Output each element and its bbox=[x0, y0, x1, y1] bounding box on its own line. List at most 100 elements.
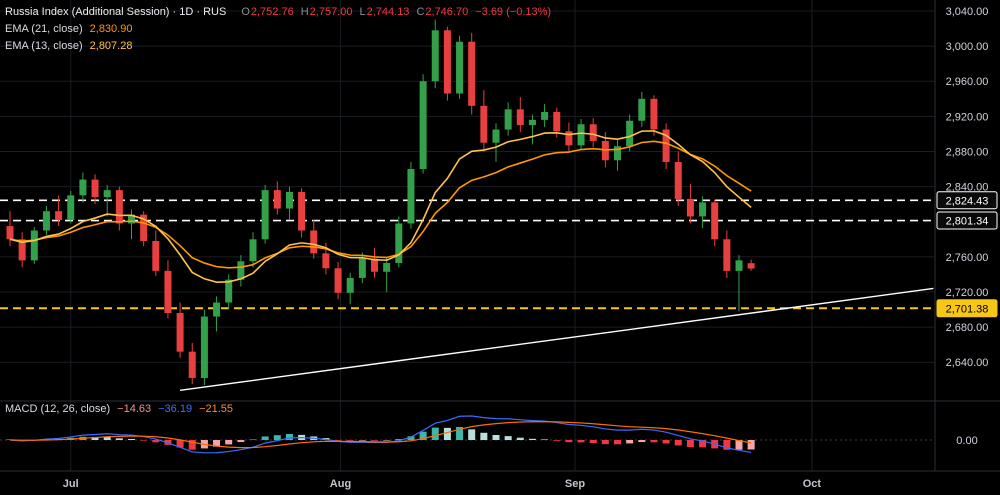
ema13-legend-row[interactable]: EMA (13, close) 2,807.28 bbox=[5, 37, 551, 54]
candle-body[interactable] bbox=[456, 41, 464, 94]
macd-histogram[interactable] bbox=[6, 426, 755, 450]
candle-body[interactable] bbox=[176, 313, 184, 352]
price-axis[interactable]: 3,040.00 3,000.00 2,960.00 2,920.00 2,880.00… bbox=[936, 6, 998, 447]
candle-body[interactable] bbox=[55, 211, 63, 220]
candles-layer[interactable] bbox=[6, 19, 755, 386]
open-value: 2,752.76 bbox=[250, 5, 294, 18]
candle-body[interactable] bbox=[431, 30, 439, 82]
candle-body[interactable] bbox=[650, 98, 658, 130]
candle-body[interactable] bbox=[492, 129, 500, 143]
candle-body[interactable] bbox=[261, 190, 269, 240]
ema21-line[interactable] bbox=[9, 140, 752, 269]
macd-histogram-bar bbox=[553, 440, 561, 441]
candle-body[interactable] bbox=[601, 140, 609, 161]
open-label: O bbox=[241, 5, 250, 18]
candle-body[interactable] bbox=[237, 261, 245, 280]
macd-histogram-bar bbox=[103, 436, 111, 440]
ema13-line[interactable] bbox=[9, 130, 752, 283]
candle-body[interactable] bbox=[723, 239, 731, 271]
symbol-legend-row[interactable]: Russia Index (Additional Session) · 1D ·… bbox=[5, 3, 551, 20]
candle-body[interactable] bbox=[30, 230, 38, 261]
candle-body[interactable] bbox=[42, 211, 50, 231]
macd-histogram-bar bbox=[6, 439, 14, 440]
candle-body[interactable] bbox=[152, 241, 160, 271]
macd-histogram-bar bbox=[686, 440, 694, 448]
candle-body[interactable] bbox=[747, 263, 755, 269]
candle-body[interactable] bbox=[358, 258, 366, 278]
candle-body[interactable] bbox=[468, 41, 476, 106]
candle-body[interactable] bbox=[103, 190, 111, 198]
trendline[interactable] bbox=[180, 287, 934, 391]
candle-body[interactable] bbox=[553, 111, 561, 132]
macd-legend-row[interactable]: MACD (12, 26, close) −14.63 −36.19 −21.5… bbox=[5, 403, 233, 415]
ema21-legend-row[interactable]: EMA (21, close) 2,830.90 bbox=[5, 20, 551, 37]
candle-body[interactable] bbox=[577, 124, 585, 146]
candle-body[interactable] bbox=[273, 190, 281, 209]
candle-body[interactable] bbox=[480, 105, 488, 143]
candle-body[interactable] bbox=[213, 302, 221, 317]
candle-body[interactable] bbox=[322, 253, 330, 269]
candle-body[interactable] bbox=[128, 214, 135, 224]
candle-body[interactable] bbox=[443, 30, 451, 94]
candle-body[interactable] bbox=[662, 129, 670, 163]
candle-body[interactable] bbox=[516, 109, 524, 126]
month-label: Sep bbox=[565, 478, 585, 490]
candle-body[interactable] bbox=[298, 191, 306, 231]
candle-body[interactable] bbox=[371, 258, 378, 272]
macd-histogram-bar bbox=[419, 431, 427, 440]
macd-histogram-bar bbox=[723, 440, 731, 450]
time-axis[interactable]: Jul Aug Sep Oct bbox=[63, 478, 822, 490]
candle-body[interactable] bbox=[674, 162, 682, 199]
candle-body[interactable] bbox=[188, 351, 196, 379]
macd-histogram-bar bbox=[334, 440, 342, 441]
macd-histogram-bar bbox=[176, 440, 184, 448]
candle-body[interactable] bbox=[6, 226, 14, 240]
candle-body[interactable] bbox=[346, 277, 354, 293]
macd-histogram-bar bbox=[346, 440, 354, 441]
candle-body[interactable] bbox=[79, 179, 87, 196]
macd-hist-value: −14.63 bbox=[117, 403, 152, 415]
candle-body[interactable] bbox=[565, 131, 573, 146]
candle-body[interactable] bbox=[140, 214, 148, 242]
candle-body[interactable] bbox=[686, 198, 694, 217]
macd-histogram-bar bbox=[577, 440, 585, 443]
candle-body[interactable] bbox=[419, 81, 427, 170]
symbol-title: Russia Index (Additional Session) · 1D ·… bbox=[5, 5, 227, 18]
candle-body[interactable] bbox=[504, 109, 512, 130]
candle-body[interactable] bbox=[626, 120, 634, 147]
candle-body[interactable] bbox=[699, 202, 707, 217]
candle-body[interactable] bbox=[638, 98, 646, 121]
macd-histogram-bar bbox=[225, 440, 233, 445]
candle-body[interactable] bbox=[334, 268, 342, 293]
macd-histogram-bar bbox=[747, 440, 755, 450]
macd-histogram-bar bbox=[456, 426, 464, 440]
candle-body[interactable] bbox=[115, 190, 123, 224]
candle-body[interactable] bbox=[735, 260, 743, 271]
candle-body[interactable] bbox=[249, 239, 257, 262]
candle-body[interactable] bbox=[310, 230, 318, 254]
level-price-tag: 2,824.43 bbox=[946, 195, 989, 207]
candle-body[interactable] bbox=[18, 239, 26, 261]
candle-body[interactable] bbox=[541, 111, 549, 120]
candle-body[interactable] bbox=[91, 179, 99, 198]
macd-histogram-bar bbox=[213, 440, 221, 447]
candle-body[interactable] bbox=[285, 191, 293, 209]
candle-body[interactable] bbox=[395, 223, 403, 263]
candle-body[interactable] bbox=[67, 195, 75, 220]
level-price-tag-box bbox=[936, 299, 998, 318]
candle-body[interactable] bbox=[528, 119, 536, 126]
candle-body[interactable] bbox=[711, 202, 719, 240]
candle-body[interactable] bbox=[225, 279, 233, 303]
candle-body[interactable] bbox=[614, 146, 621, 161]
candle-body[interactable] bbox=[164, 270, 172, 314]
candle-body[interactable] bbox=[589, 124, 597, 141]
month-label: Oct bbox=[803, 478, 822, 490]
price-tick-label: 2,880.00 bbox=[946, 146, 989, 158]
macd-histogram-bar bbox=[249, 439, 257, 440]
macd-histogram-bar bbox=[358, 440, 366, 441]
candle-body[interactable] bbox=[407, 169, 415, 224]
macd-zero-label: 0.00 bbox=[956, 435, 977, 447]
candle-body[interactable] bbox=[383, 262, 391, 272]
candle-body[interactable] bbox=[200, 316, 208, 379]
